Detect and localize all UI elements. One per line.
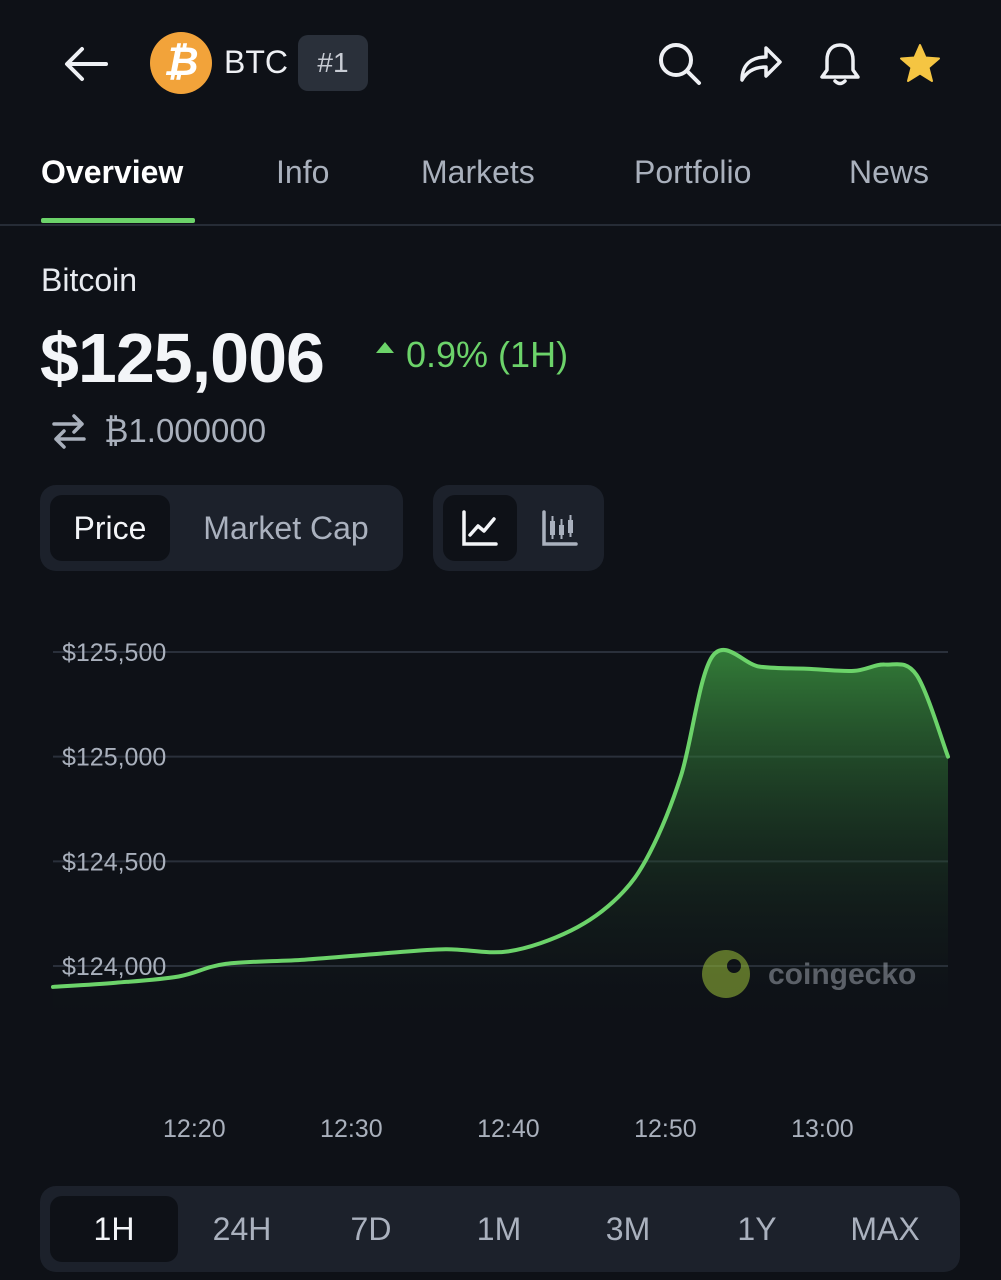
price-change: 0.9% (1H): [406, 334, 569, 375]
tab-overview[interactable]: Overview: [41, 154, 184, 190]
line-chart-button[interactable]: [443, 495, 517, 561]
candlestick-chart-icon: [542, 510, 578, 546]
up-caret-icon: [376, 342, 394, 353]
share-button[interactable]: [736, 40, 784, 88]
btc-value: ₿1.000000: [104, 412, 267, 449]
back-arrow-icon: [65, 47, 108, 81]
metric-toggle: Price Market Cap: [40, 485, 403, 571]
y-axis-label: $125,500: [62, 639, 166, 667]
y-axis-label: $125,000: [62, 744, 166, 772]
gecko-logo-icon: [702, 950, 750, 998]
candlestick-chart-button[interactable]: [523, 495, 597, 561]
coin-name: Bitcoin: [41, 262, 138, 298]
tab-portfolio[interactable]: Portfolio: [634, 154, 752, 190]
price-line: [51, 647, 950, 989]
x-axis-label: 12:20: [163, 1115, 226, 1143]
tab-markets[interactable]: Markets: [421, 154, 535, 190]
price-chart[interactable]: $125,500 $125,000 $124,500 $124,000 12:20 12…: [0, 600, 1001, 1160]
line-chart-icon: [462, 510, 498, 546]
bitcoin-logo-icon: ₿: [150, 32, 212, 94]
x-axis-label: 12:50: [634, 1115, 697, 1143]
x-axis-label: 12:30: [320, 1115, 383, 1143]
bell-icon: [820, 43, 860, 86]
watchlist-star-button[interactable]: [896, 40, 944, 88]
x-axis-label: 12:40: [477, 1115, 540, 1143]
market-cap-option[interactable]: Market Cap: [203, 510, 369, 546]
star-icon: [900, 44, 940, 82]
y-axis-label: $124,500: [62, 848, 166, 876]
range-1m[interactable]: 1M: [476, 1211, 522, 1247]
search-button[interactable]: [656, 40, 704, 88]
range-7d[interactable]: 7D: [350, 1211, 392, 1247]
tab-news[interactable]: News: [849, 154, 930, 190]
coingecko-watermark: coingecko: [702, 950, 916, 998]
tab-info[interactable]: Info: [276, 154, 330, 190]
coin-symbol: BTC: [224, 44, 288, 80]
active-tab-indicator: [41, 218, 195, 223]
swap-arrows-icon[interactable]: [50, 412, 88, 450]
chart-type-toggle: [433, 485, 604, 571]
tab-divider: [0, 224, 1001, 226]
time-range-selector: 1H 24H 7D 1M 3M 1Y MAX: [40, 1186, 960, 1272]
share-icon: [740, 46, 782, 82]
range-1h[interactable]: 1H: [50, 1196, 178, 1262]
price-area: [53, 649, 948, 1030]
range-max[interactable]: MAX: [850, 1211, 920, 1247]
price-option[interactable]: Price: [50, 495, 170, 561]
range-3m[interactable]: 3M: [605, 1211, 651, 1247]
y-axis-label: $124,000: [62, 953, 166, 981]
back-button[interactable]: [58, 40, 114, 88]
search-icon: [659, 43, 701, 85]
current-price: $125,006: [40, 319, 325, 397]
watermark-text: coingecko: [768, 958, 916, 991]
rank-badge: #1: [298, 35, 368, 91]
x-axis-label: 13:00: [791, 1115, 854, 1143]
alert-button[interactable]: [816, 40, 864, 88]
range-1y[interactable]: 1Y: [737, 1211, 777, 1247]
range-24h[interactable]: 24H: [212, 1211, 272, 1247]
